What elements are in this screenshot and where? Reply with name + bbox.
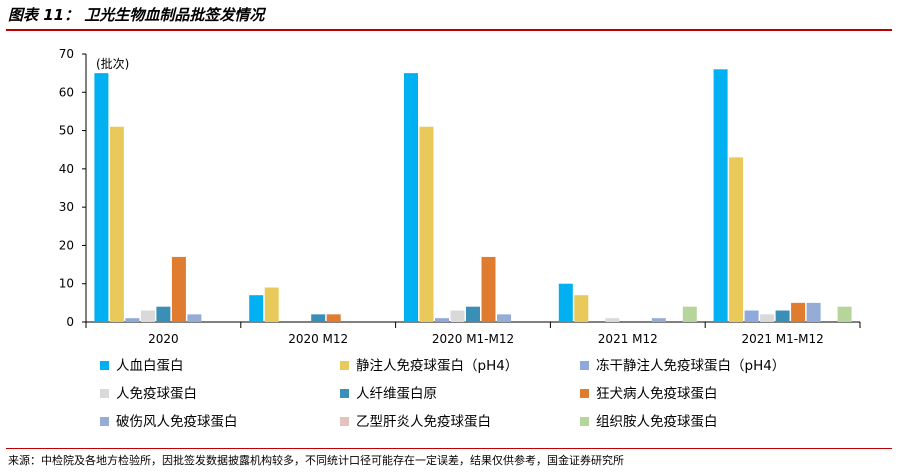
bar: [171, 256, 186, 322]
legend-label: 破伤风人免疫球蛋白: [116, 414, 238, 430]
bar: [326, 314, 341, 322]
x-tick-label: 2021 M1-M12: [741, 332, 823, 346]
legend-label: 人血白蛋白: [116, 358, 184, 374]
x-tick-label: 2020 M12: [288, 332, 348, 346]
bar: [744, 310, 759, 322]
bar: [837, 306, 852, 322]
bar: [558, 283, 573, 322]
source-divider: [6, 448, 892, 449]
bar: [94, 73, 109, 323]
chart-title: 图表 11： 卫光生物血制品批签发情况: [8, 6, 265, 24]
bar: [682, 306, 697, 322]
legend-label: 组织胺人免疫球蛋白: [596, 414, 718, 430]
bar: [775, 310, 790, 322]
bar: [140, 310, 155, 322]
legend-swatch: [100, 361, 109, 370]
y-unit-label: (批次): [96, 56, 129, 71]
bar: [187, 314, 202, 322]
bar: [605, 318, 620, 322]
legend-swatch: [580, 389, 589, 398]
bar: [497, 314, 511, 322]
bar: [791, 302, 806, 322]
bar: [109, 126, 124, 322]
x-tick-label: 2020: [148, 332, 179, 346]
legend-label: 静注人免疫球蛋白（pH4）: [356, 358, 518, 374]
bar-chart: 0 10 20 30 40 50 60 70 (批次) 2020 2020 M12 2020 M1-M…: [59, 47, 861, 430]
y-tick-label: 20: [59, 238, 74, 252]
legend-swatch: [100, 417, 109, 426]
x-tick-label: 2021 M12: [598, 332, 658, 346]
legend-label: 狂犬病人免疫球蛋白: [596, 386, 718, 402]
bar: [311, 314, 326, 322]
bar: [729, 157, 744, 322]
bar: [713, 69, 728, 322]
bar: [651, 318, 666, 322]
title-divider: [6, 29, 892, 31]
y-tick-label: 60: [59, 85, 74, 99]
source-note: 来源：中检院及各地方检验所，因批签发数据披露机构较多，不同统计口径可能存在一定误…: [8, 454, 624, 467]
x-tick-label: 2020 M1-M12: [432, 332, 514, 346]
bar: [125, 318, 140, 322]
legend-swatch: [580, 361, 589, 370]
legend-swatch: [340, 417, 349, 426]
bar: [466, 306, 480, 322]
y-tick-label: 30: [59, 200, 74, 214]
y-tick-label: 50: [59, 124, 74, 138]
bar: [404, 73, 418, 323]
y-tick-label: 40: [59, 162, 74, 176]
bar: [249, 295, 264, 322]
bar: [450, 310, 465, 322]
bar: [760, 314, 775, 322]
legend-swatch: [340, 389, 349, 398]
legend-label: 人纤维蛋白原: [356, 386, 437, 402]
legend-swatch: [580, 417, 589, 426]
legend-label: 乙型肝炎人免疫球蛋白: [356, 414, 491, 430]
bar: [574, 295, 589, 322]
legend-label: 人免疫球蛋白: [116, 386, 197, 402]
bar: [806, 302, 821, 322]
bar: [419, 126, 434, 322]
bar: [435, 318, 449, 322]
y-tick-label: 70: [59, 47, 74, 61]
y-tick-label: 0: [66, 315, 74, 329]
bar: [481, 256, 496, 322]
y-tick-label: 10: [59, 277, 74, 291]
legend-swatch: [100, 389, 109, 398]
bar: [264, 287, 279, 322]
bar: [156, 306, 171, 322]
legend-label: 冻干静注人免疫球蛋白（pH4）: [596, 358, 785, 374]
legend-swatch: [340, 361, 349, 370]
